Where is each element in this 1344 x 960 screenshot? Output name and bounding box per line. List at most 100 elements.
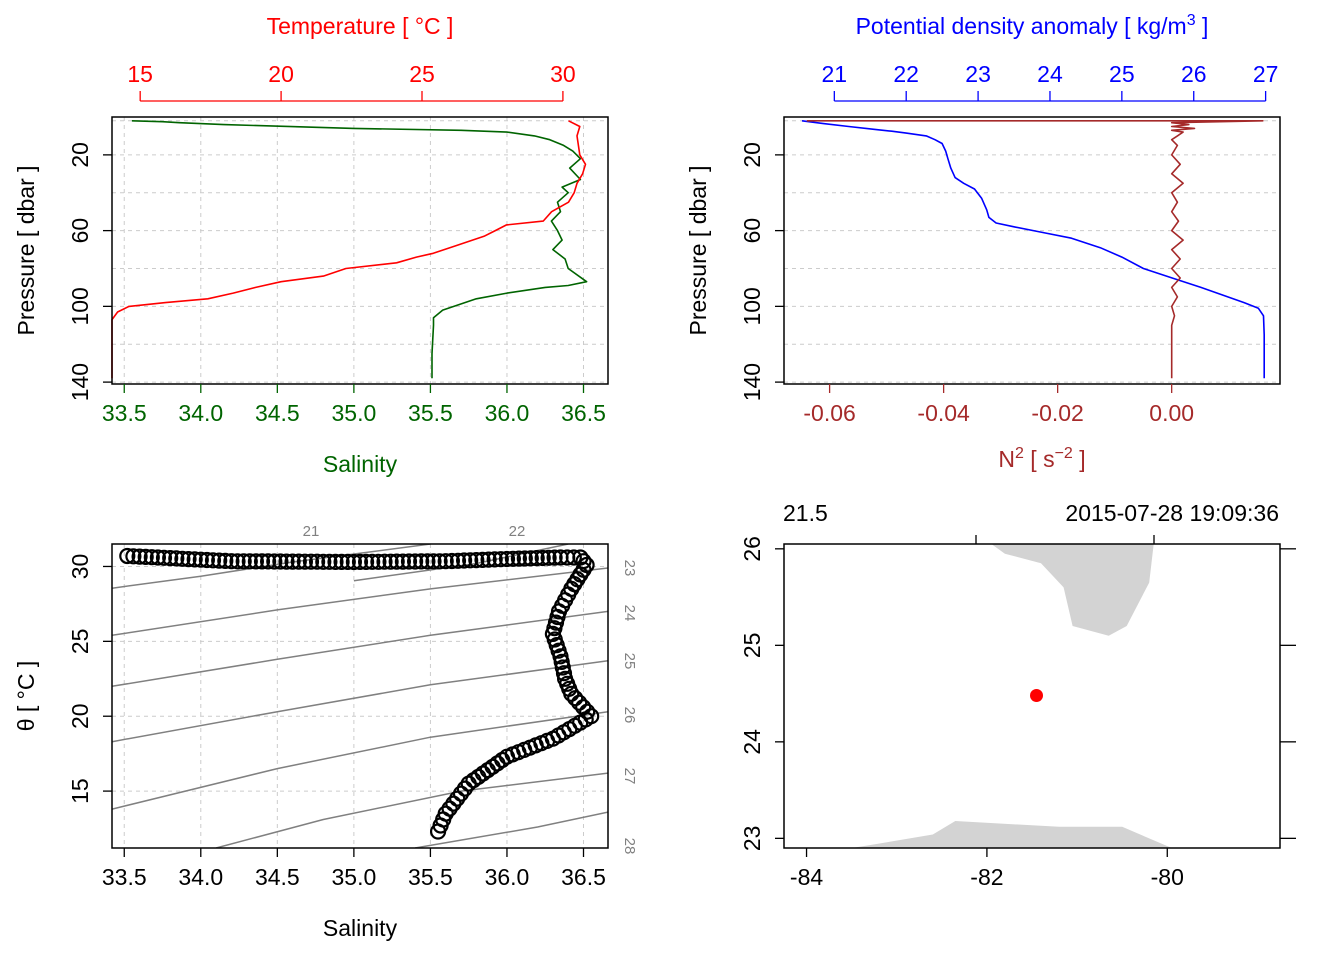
ts-point xyxy=(575,699,592,716)
isopycnal-label: 23 xyxy=(621,560,638,577)
ts-point xyxy=(394,553,411,570)
top-tick-label: 26 xyxy=(1181,61,1207,87)
isopycnal-line xyxy=(112,544,431,589)
top-tick-label: 25 xyxy=(409,61,435,87)
map-label-left: 21.5 xyxy=(783,500,828,526)
ts-point xyxy=(211,552,228,569)
x-tick-label: -0.02 xyxy=(1031,400,1083,426)
ts-point xyxy=(510,550,528,567)
top-axis-label-part: 3 xyxy=(1187,12,1196,29)
ts-point xyxy=(204,552,222,569)
plot-frame xyxy=(783,116,1281,385)
map-label-time: 2015-07-28 19:09:36 xyxy=(1065,500,1279,526)
x-tick-label: 33.5 xyxy=(102,400,147,426)
ts-point xyxy=(462,552,479,569)
y-tick-label: 25 xyxy=(739,633,765,659)
y-tick-label: 140 xyxy=(67,363,93,401)
ts-point xyxy=(468,551,485,569)
ts-point xyxy=(333,553,350,571)
x-tick-label: 36.5 xyxy=(561,400,606,426)
top-axis-label: Temperature [ °C ] xyxy=(267,13,454,39)
ts-point xyxy=(327,553,344,571)
plot-frame xyxy=(783,543,1281,849)
x-tick-label: 33.5 xyxy=(102,864,147,890)
ts-point xyxy=(358,553,375,571)
ts-point xyxy=(266,553,283,570)
ts-point xyxy=(315,553,332,570)
ts-point xyxy=(192,551,209,568)
ts-point xyxy=(198,551,215,569)
isopycnal-label: 21 xyxy=(303,523,320,540)
station-marker xyxy=(1030,689,1044,703)
ts-point xyxy=(429,823,447,840)
ts-diagram: 21 22 23 24 25 26 27 28 33.5 34.0 34.5 35.0 35.5 36.0… xyxy=(13,523,638,941)
ts-point xyxy=(309,553,326,570)
ts-point xyxy=(443,552,460,570)
isopycnal-label: 26 xyxy=(621,707,638,724)
x-axis-label-part: ] xyxy=(1073,446,1086,472)
x-tick-label: 35.0 xyxy=(331,400,376,426)
ts-point xyxy=(143,549,160,566)
ts-point xyxy=(125,548,142,565)
ts-point xyxy=(376,553,393,570)
ts-point xyxy=(321,553,338,570)
ts-point xyxy=(235,553,252,570)
isopycnal-label: 22 xyxy=(509,523,526,540)
ts-point xyxy=(162,549,179,567)
x-axis-label-part: −2 xyxy=(1055,445,1073,462)
ts-point xyxy=(419,553,436,570)
top-tick-label: 23 xyxy=(965,61,991,87)
x-tick-label: 36.0 xyxy=(485,400,530,426)
x-axis-label: Salinity xyxy=(323,451,398,477)
profile-ts-chart: 33.5 34.0 34.5 35.0 35.5 36.0 36.5 15 20 25 30 20 60… xyxy=(13,13,609,477)
ts-point xyxy=(229,553,246,570)
ts-point xyxy=(571,694,588,711)
ts-point xyxy=(449,552,467,569)
x-tick-label: -0.04 xyxy=(917,400,970,426)
y-tick-label: 20 xyxy=(67,142,93,168)
ts-point xyxy=(431,553,448,570)
ts-point xyxy=(492,551,509,568)
ts-point xyxy=(131,548,148,565)
n2-line xyxy=(806,120,1264,379)
ts-point xyxy=(278,553,295,570)
ts-point xyxy=(400,553,418,570)
x-tick-label: -84 xyxy=(790,864,823,890)
ts-point xyxy=(479,761,496,779)
ts-point xyxy=(565,549,582,566)
ts-point xyxy=(284,553,301,570)
isopycnal-label: 27 xyxy=(621,768,638,785)
x-tick-label: 34.0 xyxy=(178,400,223,426)
top-axis-label: Potential density anomaly [ kg/m3 ] xyxy=(856,12,1209,39)
top-tick-label: 24 xyxy=(1037,61,1063,87)
ts-point xyxy=(484,758,501,775)
ts-point xyxy=(522,550,539,567)
salinity-line xyxy=(131,120,588,379)
y-tick-label: 140 xyxy=(739,363,765,401)
ts-point xyxy=(474,765,492,782)
ts-point xyxy=(553,653,570,671)
y-tick-label: 24 xyxy=(739,729,765,755)
ts-point xyxy=(296,553,313,570)
ts-point xyxy=(364,553,381,570)
x-tick-label: 36.5 xyxy=(561,864,606,890)
y-tick-label: 30 xyxy=(67,554,93,580)
x-tick-label: 0.00 xyxy=(1149,400,1194,426)
top-tick-label: 20 xyxy=(268,61,294,87)
x-tick-label: 34.0 xyxy=(178,864,223,890)
ts-point xyxy=(555,665,573,682)
isopycnal-line xyxy=(112,710,608,810)
ts-point xyxy=(546,549,563,566)
top-tick-label: 27 xyxy=(1253,61,1279,87)
isopycnal-label: 24 xyxy=(621,605,638,622)
ts-point xyxy=(168,550,185,567)
top-tick-label: 15 xyxy=(127,61,153,87)
ts-point xyxy=(563,685,580,702)
ts-point xyxy=(272,553,289,570)
ts-point xyxy=(119,547,136,565)
plot-frame xyxy=(111,116,609,385)
temperature-line xyxy=(111,120,587,379)
y-tick-label: 15 xyxy=(67,778,93,804)
